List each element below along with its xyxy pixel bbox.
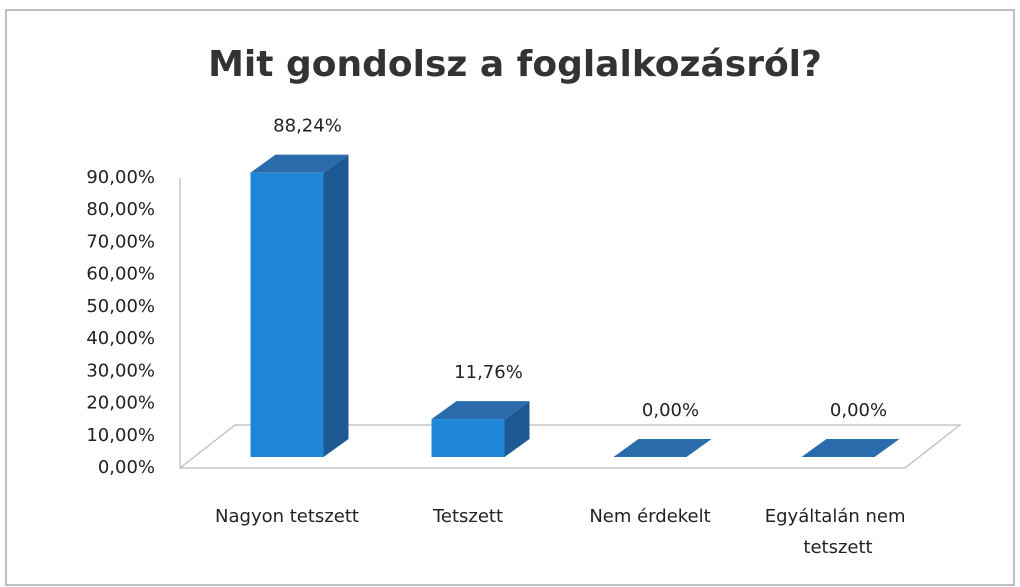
bar	[250, 154, 349, 457]
bar-top	[801, 439, 900, 457]
x-tick-label: Tetszett	[432, 506, 503, 527]
y-tick-label: 70,00%	[86, 231, 155, 252]
chart-title: Mit gondolsz a foglalkozásról?	[208, 44, 822, 85]
bar-side	[323, 154, 349, 457]
x-tick-label-line: tetszett	[803, 537, 872, 558]
y-tick-label: 50,00%	[86, 296, 155, 317]
bar-side	[504, 401, 530, 457]
y-tick-label: 80,00%	[86, 199, 155, 220]
bar-top	[250, 154, 349, 173]
bar-top	[613, 439, 712, 457]
y-tick-label: 20,00%	[86, 393, 155, 414]
floor	[178, 424, 962, 469]
bar-front	[431, 419, 505, 457]
bar-front	[250, 172, 324, 457]
bar	[801, 439, 900, 457]
bar-top	[431, 401, 530, 420]
x-tick-label: Nem érdekelt	[589, 506, 710, 527]
chart-frame	[5, 9, 1015, 586]
y-tick-label: 40,00%	[86, 328, 155, 349]
y-tick-label: 30,00%	[86, 360, 155, 381]
data-label: 88,24%	[273, 116, 342, 137]
y-tick-label: 90,00%	[86, 167, 155, 188]
data-label: 0,00%	[830, 400, 887, 421]
x-tick-label: Egyáltalán nem tetszett	[765, 506, 911, 558]
bar	[613, 439, 712, 457]
y-tick-label: 0,00%	[98, 457, 155, 478]
data-label: 11,76%	[454, 362, 523, 383]
y-tick-label: 10,00%	[86, 425, 155, 446]
y-tick-label: 60,00%	[86, 264, 155, 285]
x-tick-label-line: Egyáltalán nem	[765, 506, 911, 527]
data-label: 0,00%	[642, 400, 699, 421]
x-tick-label: Nagyon tetszett	[215, 506, 359, 527]
bar	[431, 401, 530, 457]
